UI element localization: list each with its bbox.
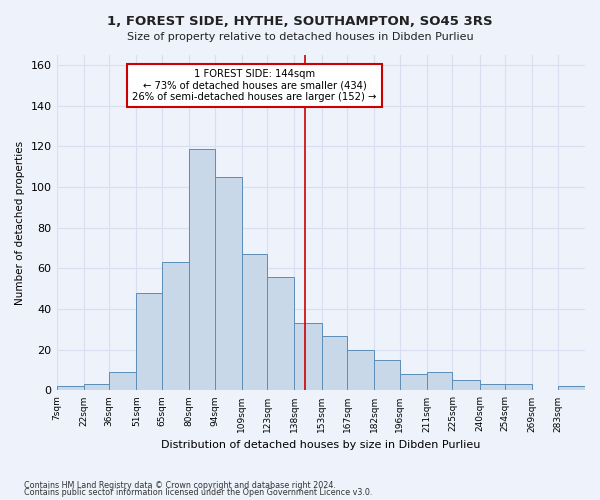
Bar	[400, 374, 427, 390]
Text: Contains HM Land Registry data © Crown copyright and database right 2024.: Contains HM Land Registry data © Crown c…	[24, 480, 336, 490]
Bar	[479, 384, 505, 390]
Bar	[374, 360, 400, 390]
Text: 1, FOREST SIDE, HYTHE, SOUTHAMPTON, SO45 3RS: 1, FOREST SIDE, HYTHE, SOUTHAMPTON, SO45…	[107, 15, 493, 28]
Bar	[136, 293, 162, 390]
Bar	[295, 324, 322, 390]
Text: Contains public sector information licensed under the Open Government Licence v3: Contains public sector information licen…	[24, 488, 373, 497]
Bar	[347, 350, 374, 391]
Text: Size of property relative to detached houses in Dibden Purlieu: Size of property relative to detached ho…	[127, 32, 473, 42]
Bar	[215, 177, 242, 390]
Bar	[558, 386, 585, 390]
Bar	[84, 384, 109, 390]
X-axis label: Distribution of detached houses by size in Dibden Purlieu: Distribution of detached houses by size …	[161, 440, 481, 450]
Bar	[56, 386, 84, 390]
Bar	[322, 336, 347, 390]
Bar	[162, 262, 189, 390]
Y-axis label: Number of detached properties: Number of detached properties	[15, 140, 25, 305]
Text: 1 FOREST SIDE: 144sqm
← 73% of detached houses are smaller (434)
26% of semi-det: 1 FOREST SIDE: 144sqm ← 73% of detached …	[132, 69, 377, 102]
Bar	[189, 148, 215, 390]
Bar	[427, 372, 452, 390]
Bar	[109, 372, 136, 390]
Bar	[505, 384, 532, 390]
Bar	[452, 380, 479, 390]
Bar	[242, 254, 267, 390]
Bar	[267, 276, 295, 390]
